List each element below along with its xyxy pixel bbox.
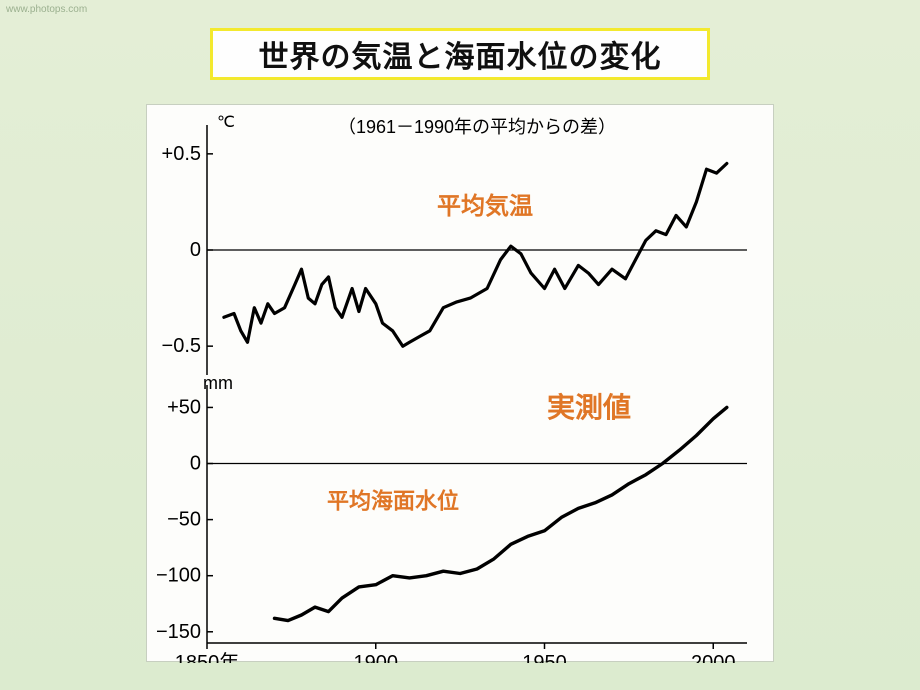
svg-text:0: 0: [190, 453, 201, 475]
svg-text:2000: 2000: [691, 652, 736, 663]
page-title: 世界の気温と海面水位の変化: [259, 32, 662, 76]
watermark: www.photops.com: [6, 4, 87, 15]
svg-text:1850年: 1850年: [175, 651, 240, 663]
svg-text:（1961－1990年の平均からの差）: （1961－1990年の平均からの差）: [338, 117, 616, 137]
svg-text:1950: 1950: [522, 652, 567, 663]
svg-text:+0.5: +0.5: [162, 143, 201, 165]
svg-text:1900: 1900: [354, 652, 399, 663]
svg-text:平均海面水位: 平均海面水位: [327, 488, 459, 513]
svg-text:+50: +50: [167, 396, 201, 418]
svg-text:0: 0: [190, 239, 201, 261]
svg-text:℃: ℃: [217, 114, 235, 131]
svg-text:−50: −50: [167, 509, 201, 531]
svg-text:−0.5: −0.5: [162, 335, 201, 357]
svg-text:実測値: 実測値: [547, 391, 631, 423]
svg-text:−100: −100: [156, 565, 201, 587]
chart-svg: （1961－1990年の平均からの差）℃+0.50−0.5平均気温mm+500−…: [147, 105, 775, 663]
svg-text:平均気温: 平均気温: [437, 192, 533, 220]
title-box: 世界の気温と海面水位の変化: [210, 28, 710, 80]
svg-text:−150: −150: [156, 621, 201, 643]
chart-container: （1961－1990年の平均からの差）℃+0.50−0.5平均気温mm+500−…: [146, 104, 774, 662]
